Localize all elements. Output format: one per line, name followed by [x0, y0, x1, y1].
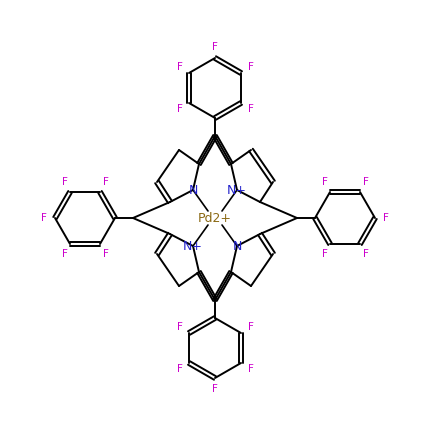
Text: F: F [248, 363, 254, 373]
Text: F: F [363, 248, 369, 259]
Text: N+: N+ [183, 240, 203, 252]
Text: F: F [62, 248, 67, 259]
Text: N: N [188, 183, 198, 197]
Text: F: F [41, 213, 47, 223]
Text: F: F [383, 213, 389, 223]
Text: F: F [177, 363, 182, 373]
Text: F: F [363, 178, 369, 187]
Text: N: N [232, 240, 242, 252]
Text: F: F [177, 103, 182, 113]
Text: F: F [321, 248, 327, 259]
Text: F: F [62, 178, 67, 187]
Text: F: F [321, 178, 327, 187]
Text: F: F [177, 322, 182, 333]
Text: F: F [212, 384, 218, 394]
Text: Pd2+: Pd2+ [198, 211, 232, 224]
Text: N+: N+ [227, 183, 247, 197]
Text: F: F [103, 178, 108, 187]
Text: F: F [248, 322, 254, 333]
Text: F: F [248, 62, 254, 73]
Text: F: F [177, 62, 182, 73]
Text: F: F [103, 248, 108, 259]
Text: F: F [212, 42, 218, 52]
Text: F: F [248, 103, 254, 113]
